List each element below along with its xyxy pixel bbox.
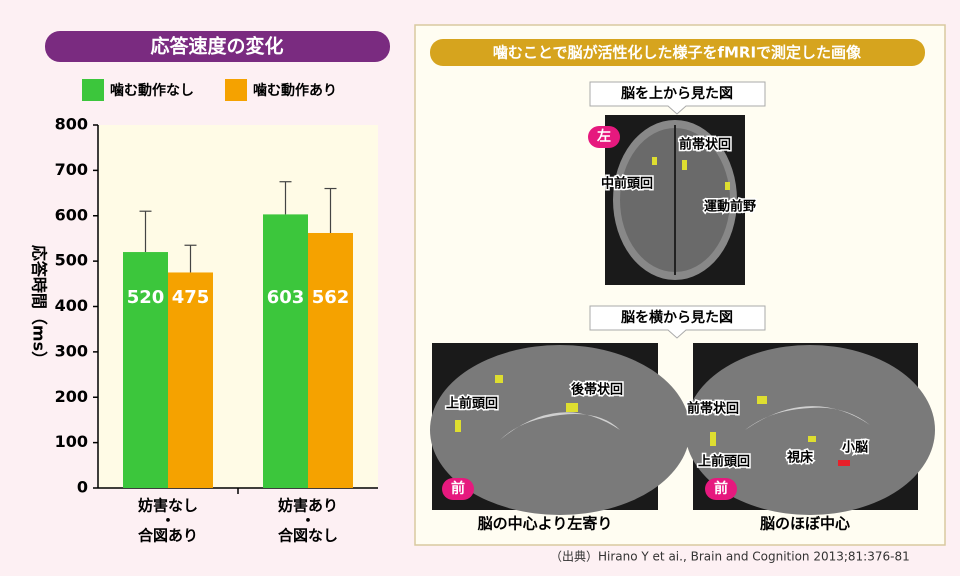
activation: [495, 375, 503, 383]
view-heading: 脳を上から見た図: [621, 85, 733, 102]
side-badge: [588, 126, 620, 148]
x-tick-label: 合図あり: [137, 527, 198, 545]
region-label: 前帯状回: [679, 137, 731, 153]
region-label: 上前頭回: [698, 454, 750, 470]
x-tick-label: 妨害あり: [277, 497, 338, 515]
region-halo: 上前頭回: [446, 396, 498, 412]
side-label: 左: [596, 128, 611, 145]
y-tick-label: 200: [55, 387, 88, 406]
y-tick-label: 100: [55, 432, 88, 451]
y-tick-label: 0: [77, 478, 88, 497]
value-label: 520: [127, 287, 165, 308]
x-tick-label: 妨害なし: [137, 497, 198, 515]
region-label: 上前頭回: [446, 396, 498, 412]
callout: [589, 81, 766, 115]
y-tick-label: 800: [55, 115, 88, 134]
y-tick-label: 700: [55, 160, 88, 179]
front-badge: [705, 478, 737, 500]
y-tick-label: 500: [55, 251, 88, 270]
legend-swatch: [82, 79, 104, 101]
y-tick-label: 600: [55, 205, 88, 224]
x-tick-label: ・: [160, 512, 175, 530]
activation: [652, 157, 657, 165]
x-tick-label: 合図なし: [277, 527, 338, 545]
region-halo: 運動前野: [704, 199, 756, 215]
bar: [263, 214, 308, 489]
front-label: 前: [451, 480, 465, 497]
image-caption: 脳の中心より左寄り: [478, 515, 613, 533]
y-axis-label: 応答時間（ms）: [30, 245, 49, 367]
region-halo: 小脳: [842, 441, 868, 456]
activation: [808, 436, 816, 442]
callout: [589, 305, 766, 339]
region-halo: 視床: [786, 450, 814, 466]
region-halo: 前帯状回: [679, 137, 731, 153]
region-halo: 後帯状回: [571, 382, 623, 398]
region-label: 中前頭回: [601, 176, 653, 192]
bar: [123, 252, 168, 488]
activation: [682, 160, 687, 170]
brain-shape: [685, 345, 935, 515]
value-label: 562: [312, 287, 350, 308]
region-label: 小脳: [842, 441, 868, 456]
region-label: 前帯状回: [687, 401, 739, 417]
source-note: （出典）Hirano Y et ai., Brain and Cognition…: [550, 550, 910, 564]
region-halo: 上前頭回: [698, 454, 750, 470]
activation: [838, 460, 850, 466]
view-heading: 脳を横から見た図: [621, 309, 733, 326]
activation: [725, 182, 730, 190]
legend-swatch: [225, 79, 247, 101]
front-badge: [442, 478, 474, 500]
region-label: 視床: [786, 450, 814, 466]
y-tick-label: 400: [55, 296, 88, 315]
panel-banner: [430, 39, 925, 66]
y-tick-label: 300: [55, 341, 88, 360]
chart-title: 応答速度の変化: [150, 35, 283, 58]
activation: [566, 403, 578, 412]
region-halo: 中前頭回: [601, 176, 653, 192]
image-caption: 脳のほぼ中心: [760, 515, 850, 533]
activation: [757, 396, 767, 404]
front-label: 前: [714, 480, 728, 497]
legend-label: 噛む動作あり: [253, 82, 337, 99]
region-label: 運動前野: [704, 199, 756, 215]
x-tick-label: ・: [300, 512, 315, 530]
panel-title: 噛むことで脳が活性化した様子をfMRIで測定した画像: [493, 44, 862, 62]
bar: [168, 272, 213, 488]
region-halo: 前帯状回: [687, 401, 739, 417]
title-pill: [45, 31, 390, 62]
value-label: 603: [267, 287, 305, 308]
activation: [455, 420, 461, 432]
bar: [308, 232, 353, 488]
brain-shape: [430, 345, 690, 515]
legend-label: 噛む動作なし: [110, 82, 194, 99]
activation: [710, 432, 716, 446]
region-label: 後帯状回: [571, 382, 623, 398]
value-label: 475: [172, 287, 210, 308]
